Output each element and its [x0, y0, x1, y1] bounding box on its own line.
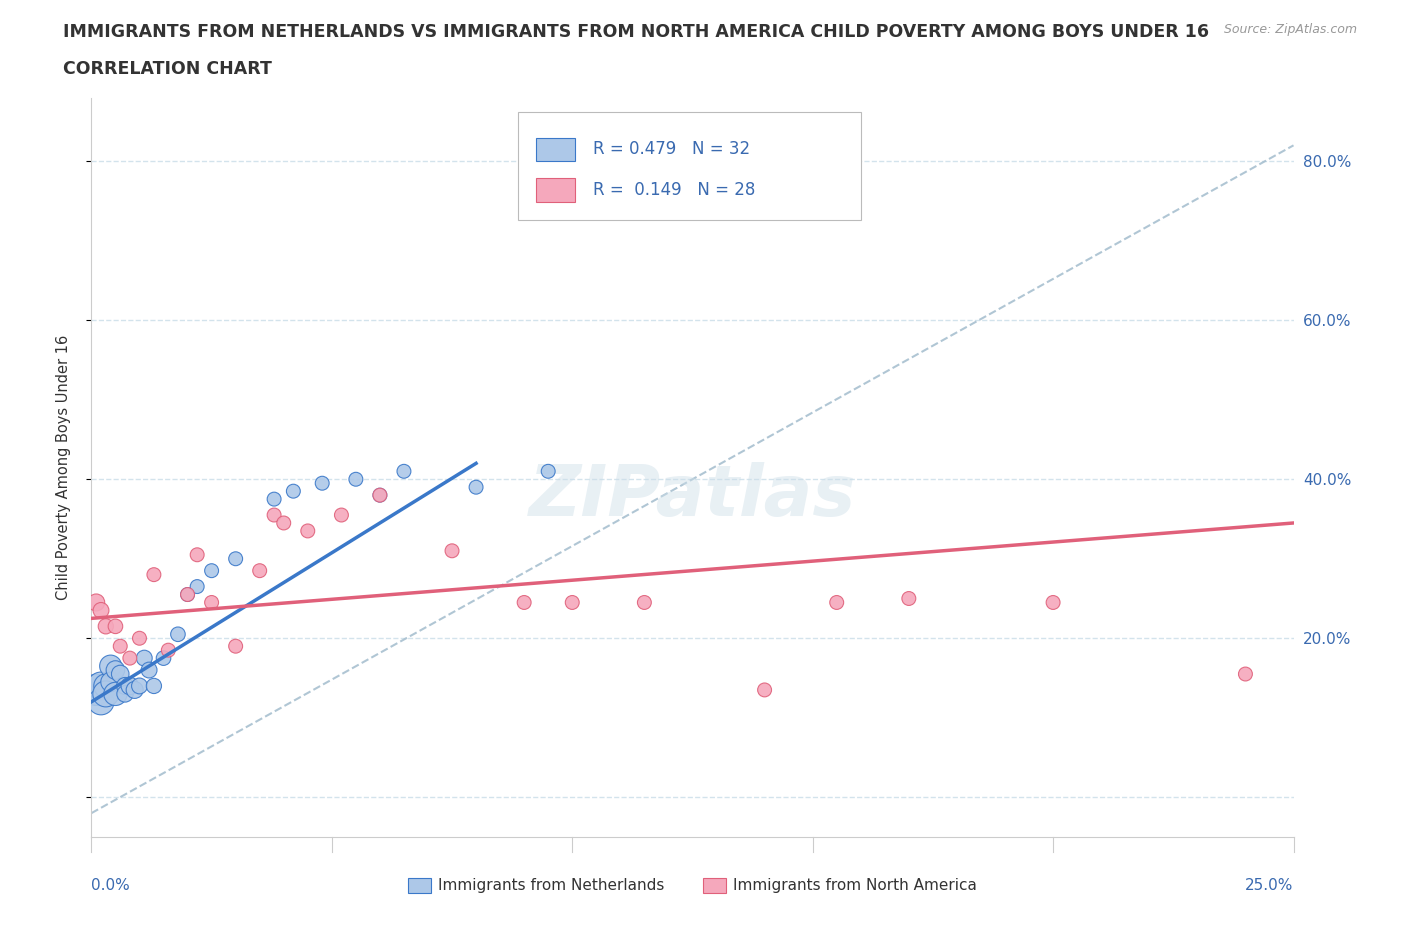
Point [100, 674, 122, 689]
Point [465, 480, 488, 495]
Point [84, 595, 107, 610]
Point [104, 662, 127, 677]
Point [167, 627, 190, 642]
Point [90, 695, 112, 710]
Point [128, 631, 150, 645]
Point [152, 651, 174, 666]
Text: 25.0%: 25.0% [1246, 878, 1294, 893]
Point [561, 595, 583, 610]
Point [176, 587, 198, 602]
Point [368, 487, 391, 502]
Point [201, 595, 224, 610]
Point [263, 492, 285, 507]
Text: ZIPatlas: ZIPatlas [529, 462, 856, 531]
Text: R =  0.149   N = 28: R = 0.149 N = 28 [593, 181, 755, 199]
Point [94, 679, 117, 694]
Point [537, 464, 560, 479]
Point [330, 508, 353, 523]
Point [633, 595, 655, 610]
Point [118, 651, 141, 666]
Point [273, 515, 295, 530]
Point [94, 618, 117, 633]
Point [513, 595, 536, 610]
Point [90, 679, 112, 694]
Y-axis label: Child Poverty Among Boys Under 16: Child Poverty Among Boys Under 16 [56, 335, 70, 600]
FancyBboxPatch shape [536, 179, 575, 202]
Point [440, 543, 463, 558]
Point [186, 579, 208, 594]
Point [368, 487, 391, 502]
Point [138, 662, 160, 677]
Point [157, 643, 180, 658]
Point [110, 639, 132, 654]
Point [104, 618, 127, 633]
Point [142, 679, 165, 694]
Point [311, 476, 333, 491]
Point [128, 679, 150, 694]
Point [176, 587, 198, 602]
Text: Source: ZipAtlas.com: Source: ZipAtlas.com [1223, 23, 1357, 36]
Point [114, 679, 136, 694]
Point [142, 567, 165, 582]
Point [897, 591, 920, 606]
Text: IMMIGRANTS FROM NETHERLANDS VS IMMIGRANTS FROM NORTH AMERICA CHILD POVERTY AMONG: IMMIGRANTS FROM NETHERLANDS VS IMMIGRANT… [63, 23, 1209, 41]
Text: R = 0.479   N = 32: R = 0.479 N = 32 [593, 140, 749, 158]
Point [114, 686, 136, 701]
Point [201, 564, 224, 578]
Text: 0.0%: 0.0% [91, 878, 131, 893]
Point [344, 472, 367, 486]
Point [186, 548, 208, 563]
Point [754, 683, 776, 698]
Point [1234, 667, 1257, 682]
Point [249, 564, 271, 578]
Point [110, 667, 132, 682]
Point [84, 683, 107, 698]
Point [124, 683, 146, 698]
Point [104, 686, 127, 701]
Legend: Immigrants from Netherlands, Immigrants from North America: Immigrants from Netherlands, Immigrants … [402, 871, 983, 899]
Point [283, 484, 305, 498]
Point [225, 551, 247, 566]
Point [1042, 595, 1064, 610]
Point [225, 639, 247, 654]
Point [134, 651, 156, 666]
Point [90, 603, 112, 618]
Point [100, 658, 122, 673]
FancyBboxPatch shape [536, 138, 575, 161]
Point [297, 524, 319, 538]
Point [94, 686, 117, 701]
Point [392, 464, 415, 479]
Text: CORRELATION CHART: CORRELATION CHART [63, 60, 273, 78]
Point [118, 679, 141, 694]
Point [263, 508, 285, 523]
Point [825, 595, 848, 610]
FancyBboxPatch shape [519, 113, 860, 219]
